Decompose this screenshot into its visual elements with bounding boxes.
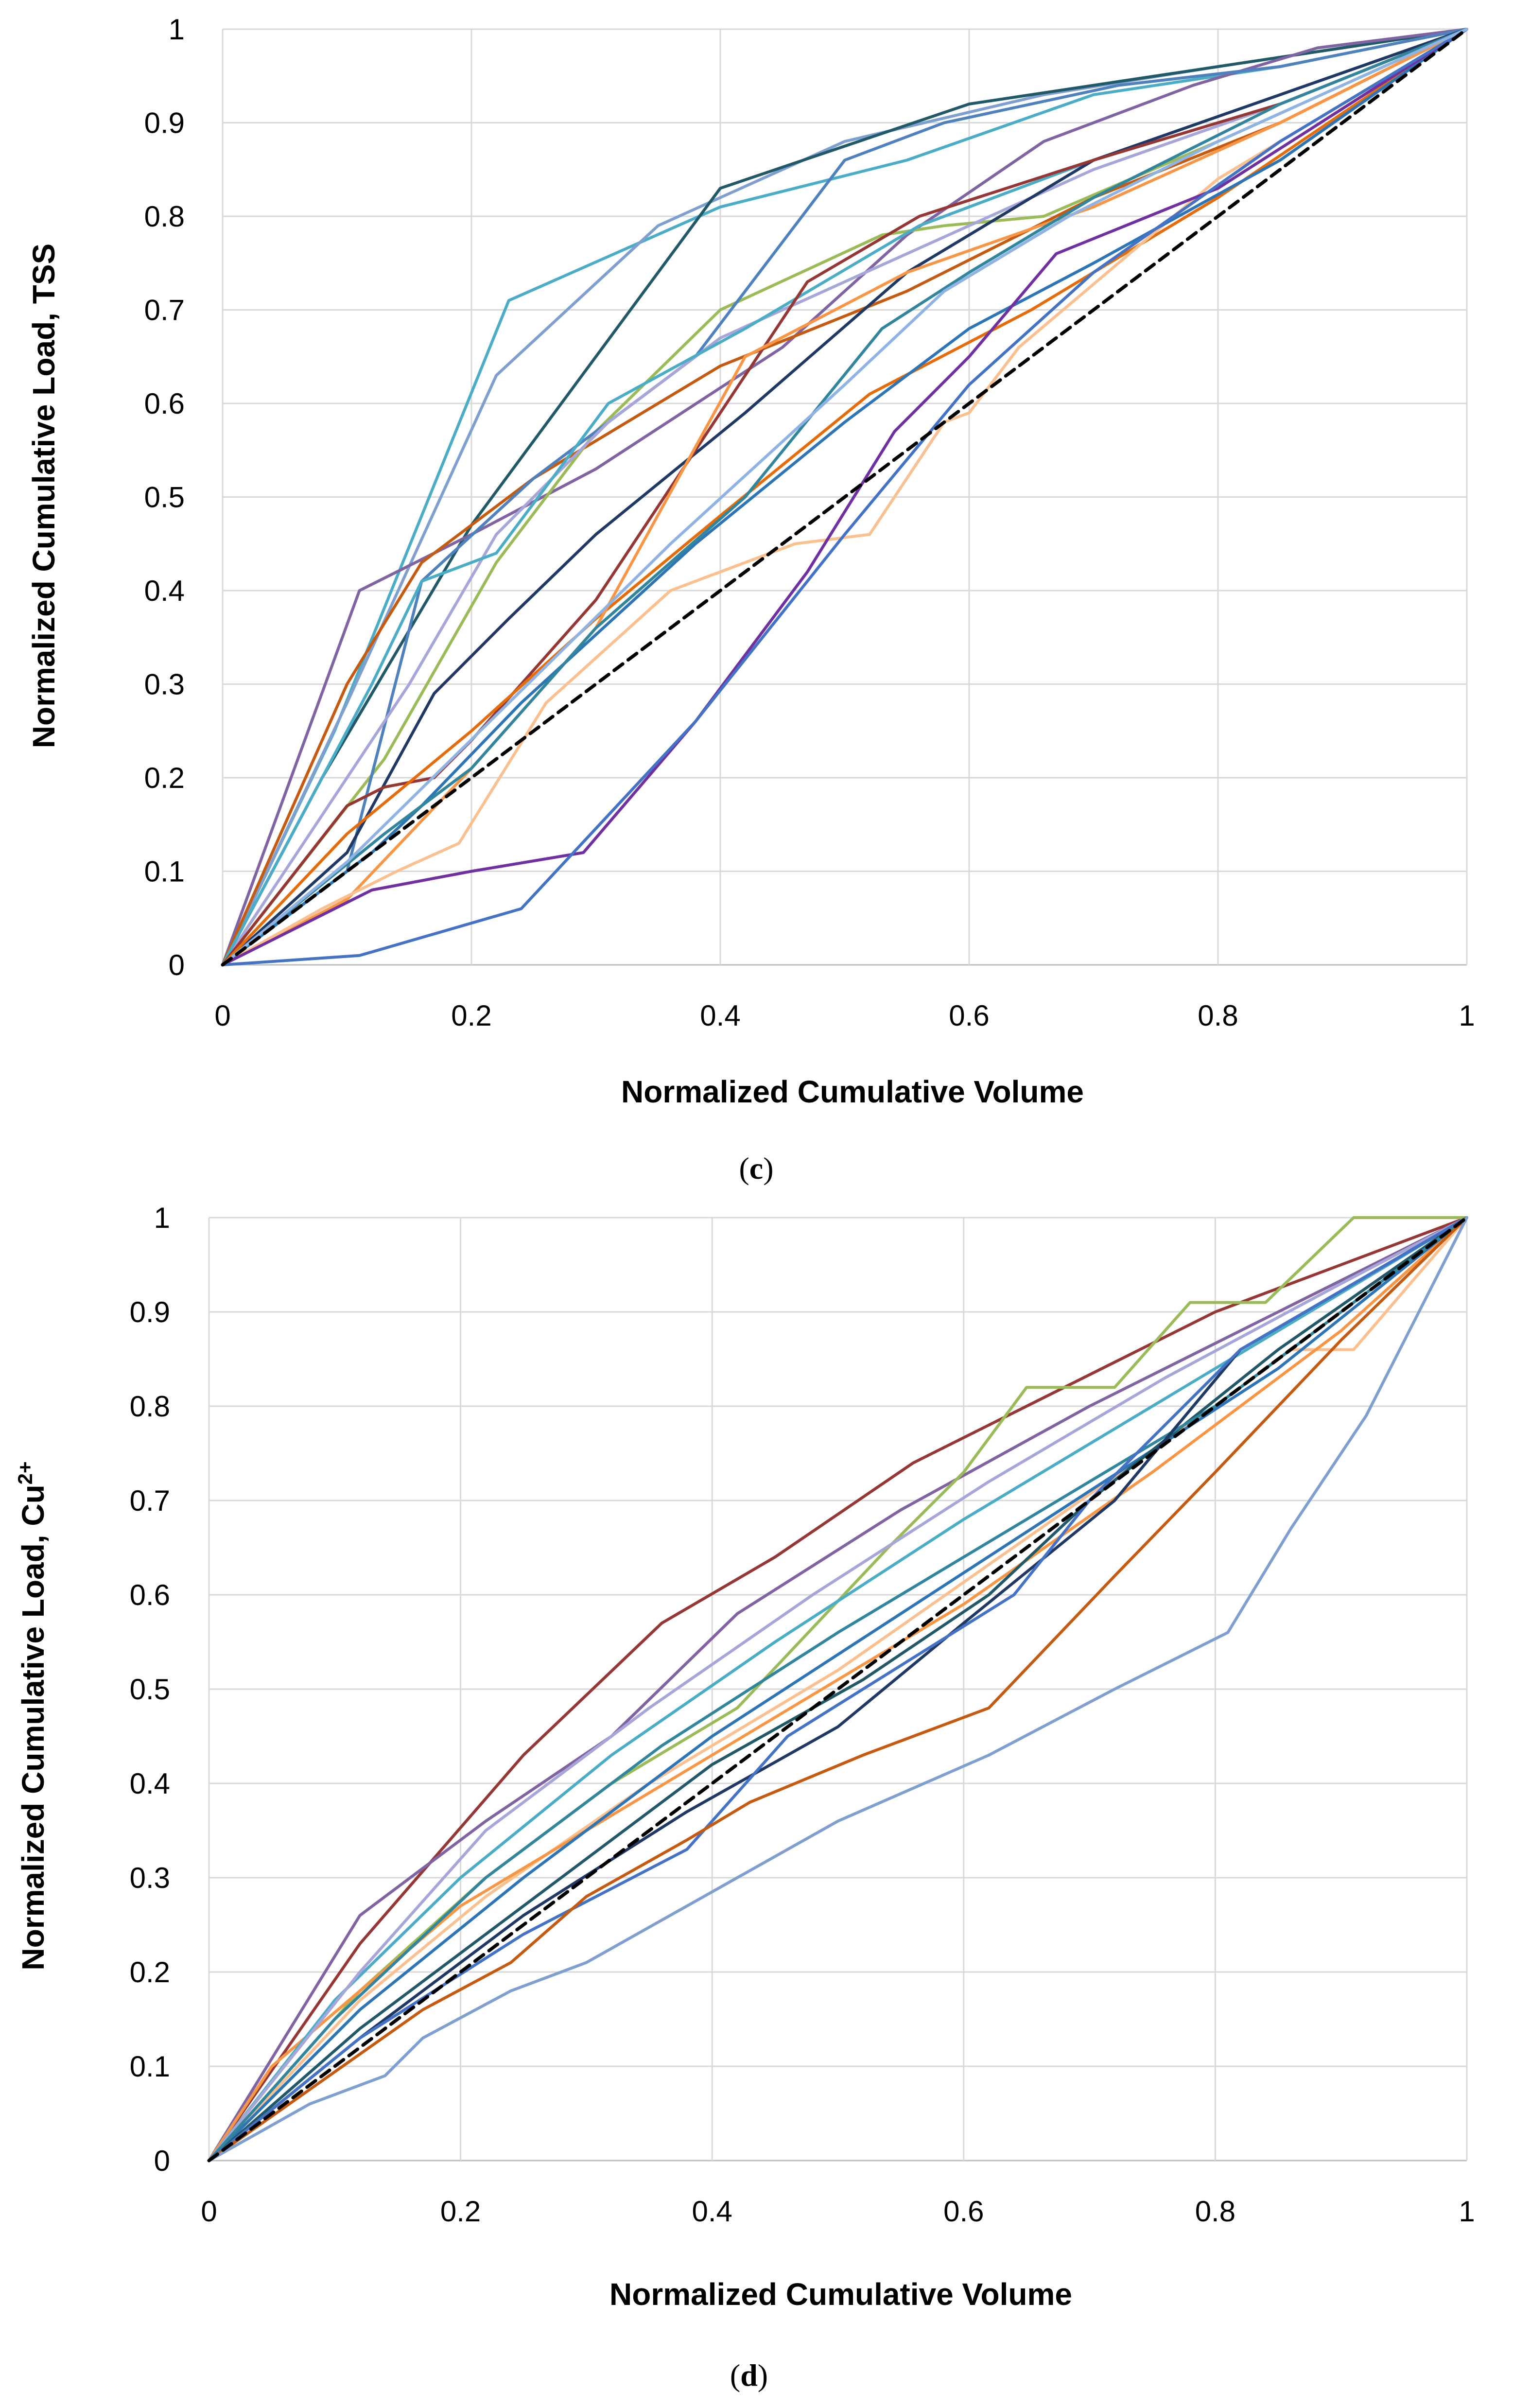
chart-c-series-line-c-s07 bbox=[221, 28, 1468, 966]
chart-d-series-line-d-s06 bbox=[208, 1216, 1468, 2162]
chart-c-series-line-c-s19 bbox=[221, 28, 1468, 966]
chart-d-x-tick-label: 0.2 bbox=[440, 2195, 481, 2228]
chart-c-x-tick-label: 0.6 bbox=[949, 999, 989, 1032]
chart-d-x-axis-label: Normalized Cumulative Volume bbox=[609, 2277, 1072, 2312]
chart-c-series-line-c-s18 bbox=[221, 28, 1468, 966]
chart-c-series-line-c-s04 bbox=[221, 28, 1468, 966]
chart-c-y-tick-label: 0.8 bbox=[144, 200, 185, 233]
chart-d-x-tick-label: 1 bbox=[1459, 2195, 1475, 2228]
chart-d-y-axis-label-superscript: 2+ bbox=[14, 1461, 36, 1484]
chart-c-series-line-c-s13 bbox=[221, 28, 1468, 966]
chart-c-y-tick-label: 1 bbox=[169, 13, 185, 46]
chart-d-y-tick-label: 0.9 bbox=[130, 1296, 170, 1328]
caption-d-letter: d bbox=[740, 2358, 758, 2392]
chart-c-y-tick-label: 0.6 bbox=[144, 387, 185, 420]
chart-c-series-line-c-s20 bbox=[221, 27, 1469, 967]
chart-c-y-tick-label: 0.5 bbox=[144, 481, 185, 514]
caption-d: (d) bbox=[730, 2358, 768, 2392]
chart-c-y-tick-label: 0.9 bbox=[144, 107, 185, 140]
chart-c-series-line-c-s05 bbox=[221, 28, 1468, 966]
chart-d-y-tick-label: 1 bbox=[154, 1202, 170, 1234]
chart-d-y-tick-label: 0.2 bbox=[130, 1956, 170, 1989]
chart-c-y-tick-label: 0.7 bbox=[144, 294, 185, 327]
chart-d-y-tick-label: 0.8 bbox=[130, 1390, 170, 1423]
chart-c-x-tick-label: 1 bbox=[1459, 999, 1475, 1032]
caption-c: (c) bbox=[739, 1151, 773, 1186]
chart-c-series-line-c-s10 bbox=[221, 28, 1468, 966]
chart-d-series-line-d-s15 bbox=[207, 1216, 1469, 2163]
chart-c-series-lines bbox=[221, 27, 1469, 967]
chart-d-x-tick-label: 0.6 bbox=[943, 2195, 984, 2228]
chart-d-series-line-d-s10 bbox=[208, 1216, 1468, 2162]
chart-d-series-line-d-s13 bbox=[208, 1216, 1468, 2162]
chart-c-y-tick-label: 0.1 bbox=[144, 855, 185, 888]
chart-c-series-line-c-s11 bbox=[221, 28, 1468, 966]
chart-d-series-line-d-s04 bbox=[208, 1216, 1468, 2162]
chart-c-y-tick-label: 0.2 bbox=[144, 762, 185, 794]
chart-d-y-tick-label: 0.7 bbox=[130, 1484, 170, 1517]
chart-d-series-line-d-s14 bbox=[208, 1216, 1468, 2162]
chart-d-y-axis-label-main: Normalized Cumulative Load, Cu bbox=[16, 1484, 51, 1970]
chart-c-y-tick-label: 0.4 bbox=[144, 575, 185, 607]
chart-d-y-tick-label: 0 bbox=[154, 2145, 170, 2177]
chart-c-series-line-c-s08 bbox=[221, 28, 1468, 966]
chart-c-x-tick-label: 0.8 bbox=[1198, 999, 1238, 1032]
chart-d-series-line-d-s11 bbox=[208, 1216, 1468, 2162]
chart-d-y-tick-label: 0.5 bbox=[130, 1673, 170, 1706]
chart-d-y-tick-label: 0.4 bbox=[130, 1767, 170, 1800]
chart-d-x-tick-label: 0 bbox=[201, 2195, 217, 2228]
chart-d-gridlines bbox=[208, 1217, 1468, 2162]
chart-c-y-tick-label: 0.3 bbox=[144, 668, 185, 701]
chart-c-series-line-c-s12 bbox=[221, 28, 1468, 966]
chart-c-y-tick-label: 0 bbox=[169, 949, 185, 981]
chart-d-y-tick-label: 0.3 bbox=[130, 1862, 170, 1894]
chart-c-y-axis-label: Normalized Cumulative Load, TSS bbox=[26, 244, 61, 748]
chart-d-series-line-d-s09 bbox=[208, 1216, 1468, 2162]
chart-c-series-line-c-s15 bbox=[221, 28, 1468, 966]
chart-d-x-tick-label: 0.4 bbox=[692, 2195, 732, 2228]
chart-c: Normalized Cumulative Load, TSS Normaliz… bbox=[26, 13, 1475, 1109]
chart-d-x-tick-label: 0.8 bbox=[1195, 2195, 1235, 2228]
caption-c-letter: c bbox=[749, 1151, 763, 1186]
chart-d: Normalized Cumulative Load, Cu2+ Normali… bbox=[14, 1202, 1475, 2312]
chart-c-x-axis-label: Normalized Cumulative Volume bbox=[621, 1074, 1084, 1109]
chart-d-series-line-d-s02 bbox=[208, 1216, 1468, 2162]
chart-d-series-lines bbox=[207, 1216, 1469, 2163]
chart-d-y-tick-label: 0.6 bbox=[130, 1579, 170, 1611]
chart-d-y-tick-label: 0.1 bbox=[130, 2050, 170, 2083]
chart-c-x-tick-label: 0.4 bbox=[700, 999, 740, 1032]
chart-d-series-line-d-s08 bbox=[208, 1216, 1468, 2162]
chart-c-x-tick-label: 0.2 bbox=[451, 999, 491, 1032]
chart-c-x-tick-label: 0 bbox=[214, 999, 230, 1032]
chart-d-y-axis-label: Normalized Cumulative Load, Cu2+ bbox=[14, 1461, 51, 1970]
chart-c-series-line-c-s17 bbox=[221, 28, 1468, 966]
chart-d-series-line-d-s07 bbox=[208, 1216, 1468, 2162]
